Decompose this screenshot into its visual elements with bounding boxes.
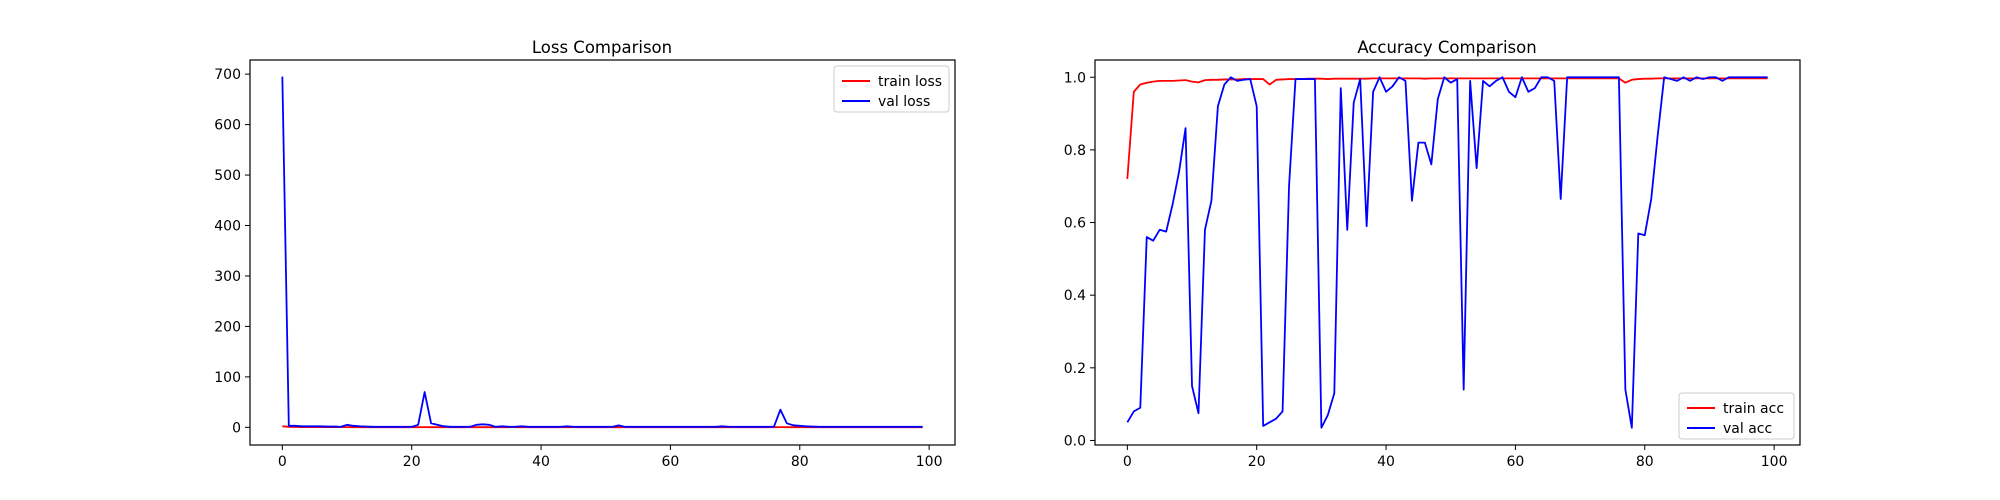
x-tick-label: 0: [278, 454, 287, 470]
chart-title: Accuracy Comparison: [1357, 38, 1536, 57]
x-tick-label: 100: [916, 454, 943, 470]
y-tick-label: 0.8: [1064, 143, 1086, 159]
legend-label-val-acc: val acc: [1723, 421, 1772, 437]
y-tick-label: 0.6: [1064, 216, 1086, 232]
y-tick-label: 300: [214, 269, 241, 285]
legend-label-train-loss: train loss: [878, 74, 942, 90]
val-loss-line: [281, 76, 923, 428]
legend: train acc val acc: [1678, 392, 1795, 440]
x-tick-label: 20: [403, 454, 421, 470]
plot-area: [281, 76, 923, 429]
y-tick-label: 400: [214, 219, 241, 235]
x-tick-label: 80: [791, 454, 809, 470]
legend-label-train-acc: train acc: [1723, 401, 1784, 417]
tick-labels: 0 20 40 60 80 100 0 100 200 300 400 500 600 700: [214, 67, 942, 470]
tick-labels: 0 20 40 60 80 100 0.0 0.2 0.4 0.6 0.8 1.0: [1064, 70, 1788, 470]
legend: train loss val loss: [833, 65, 950, 113]
x-tick-label: 60: [661, 454, 679, 470]
y-tick-label: 200: [214, 319, 241, 335]
y-tick-label: 0.2: [1064, 361, 1086, 377]
x-tick-label: 80: [1636, 454, 1654, 470]
legend-label-val-loss: val loss: [878, 94, 930, 110]
x-tick-label: 60: [1506, 454, 1524, 470]
x-tick-label: 0: [1123, 454, 1132, 470]
y-tick-label: 1.0: [1064, 70, 1086, 86]
y-tick-label: 700: [214, 67, 241, 83]
loss-chart: Loss Comparison 0 20 40 60 80 100 0 100 200 300 40…: [214, 38, 956, 470]
y-tick-label: 600: [214, 118, 241, 134]
plot-area: [1126, 76, 1768, 429]
plot-frame: [1094, 59, 1801, 446]
y-tick-label: 100: [214, 370, 241, 386]
y-tick-label: 0.4: [1064, 288, 1086, 304]
x-tick-label: 40: [1377, 454, 1395, 470]
y-tick-label: 0: [232, 420, 241, 436]
x-tick-label: 100: [1761, 454, 1788, 470]
x-tick-label: 40: [532, 454, 550, 470]
accuracy-chart: Accuracy Comparison 0 20 40 60 80 100 0.0 0.2 0.…: [1064, 38, 1801, 470]
x-tick-label: 20: [1248, 454, 1266, 470]
chart-title: Loss Comparison: [532, 38, 672, 57]
plot-frame: [249, 59, 956, 446]
val-acc-line: [1126, 76, 1768, 429]
y-tick-label: 0.0: [1064, 433, 1086, 449]
y-tick-label: 500: [214, 168, 241, 184]
